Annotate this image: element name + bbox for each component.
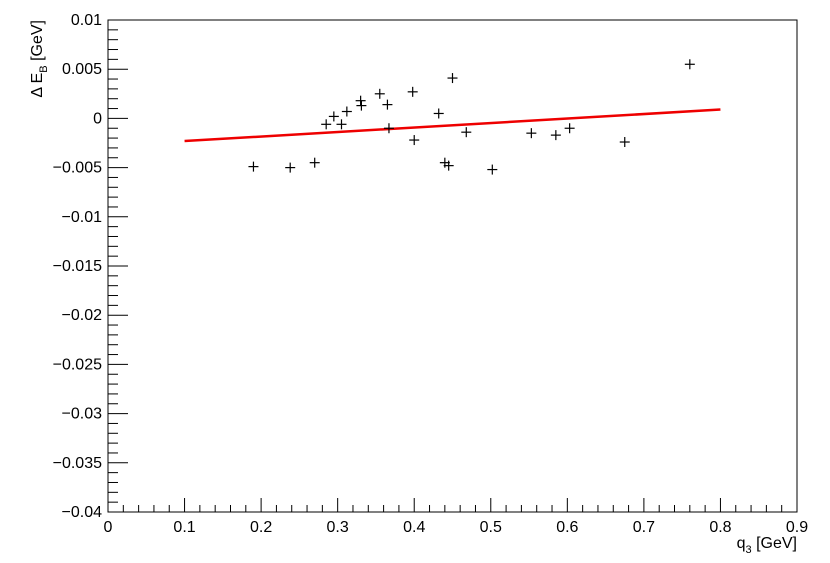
y-tick-label: 0.005 xyxy=(62,61,102,78)
x-axis-title: q3 [GeV] xyxy=(737,535,797,556)
plot-frame xyxy=(107,19,798,513)
data-point xyxy=(285,162,296,173)
data-point xyxy=(461,127,472,138)
data-point xyxy=(433,108,444,119)
x-tick-label: 0.1 xyxy=(173,519,195,536)
fit-line xyxy=(184,108,721,143)
data-point xyxy=(619,137,630,148)
x-tick-label: 0.8 xyxy=(709,519,731,536)
y-tick-label: −0.015 xyxy=(53,258,102,275)
x-tick-label: 0.9 xyxy=(786,519,808,536)
data-point xyxy=(409,135,420,146)
data-point xyxy=(248,161,259,172)
data-point xyxy=(487,164,498,175)
data-point xyxy=(564,123,575,134)
x-tick-label: 0.7 xyxy=(633,519,655,536)
y-tick-label: −0.025 xyxy=(53,356,102,373)
axis-ticks xyxy=(107,19,798,513)
tick-labels: 0 0.1 0.2 0.3 0.4 0.5 0.6 0.7 0.8 0.90.010.0050−0… xyxy=(53,12,809,536)
x-tick-label: 0.5 xyxy=(480,519,502,536)
data-point xyxy=(374,88,385,99)
x-tick-label: 0.6 xyxy=(556,519,578,536)
data-point xyxy=(355,95,366,106)
y-tick-label: −0.005 xyxy=(53,160,102,177)
y-tick-label: −0.01 xyxy=(62,209,103,226)
data-point xyxy=(328,111,339,122)
data-point xyxy=(336,119,347,130)
data-point xyxy=(443,160,454,171)
y-tick-label: 0 xyxy=(93,110,102,127)
x-tick-label: 0.3 xyxy=(327,519,349,536)
y-tick-label: −0.04 xyxy=(62,504,103,521)
fit-line-group xyxy=(184,108,721,143)
data-point xyxy=(447,73,458,84)
data-point xyxy=(383,123,394,134)
data-point xyxy=(684,59,695,70)
data-point xyxy=(526,128,537,139)
data-point xyxy=(341,106,352,117)
data-point xyxy=(309,157,320,168)
y-tick-label: −0.03 xyxy=(62,406,103,423)
data-point xyxy=(356,100,367,111)
axes xyxy=(107,19,798,513)
y-tick-label: −0.02 xyxy=(62,307,103,324)
y-tick-label: 0.01 xyxy=(71,12,102,29)
x-tick-label: 0.2 xyxy=(250,519,272,536)
data-point xyxy=(321,119,332,130)
x-tick-label: 0 xyxy=(104,519,113,536)
data-point xyxy=(382,99,393,110)
x-tick-label: 0.4 xyxy=(403,519,425,536)
data-point xyxy=(550,130,561,141)
data-points xyxy=(248,59,695,175)
y-tick-label: −0.035 xyxy=(53,455,102,472)
y-axis-title: Δ EB [GeV] xyxy=(29,20,50,98)
data-point xyxy=(407,86,418,97)
